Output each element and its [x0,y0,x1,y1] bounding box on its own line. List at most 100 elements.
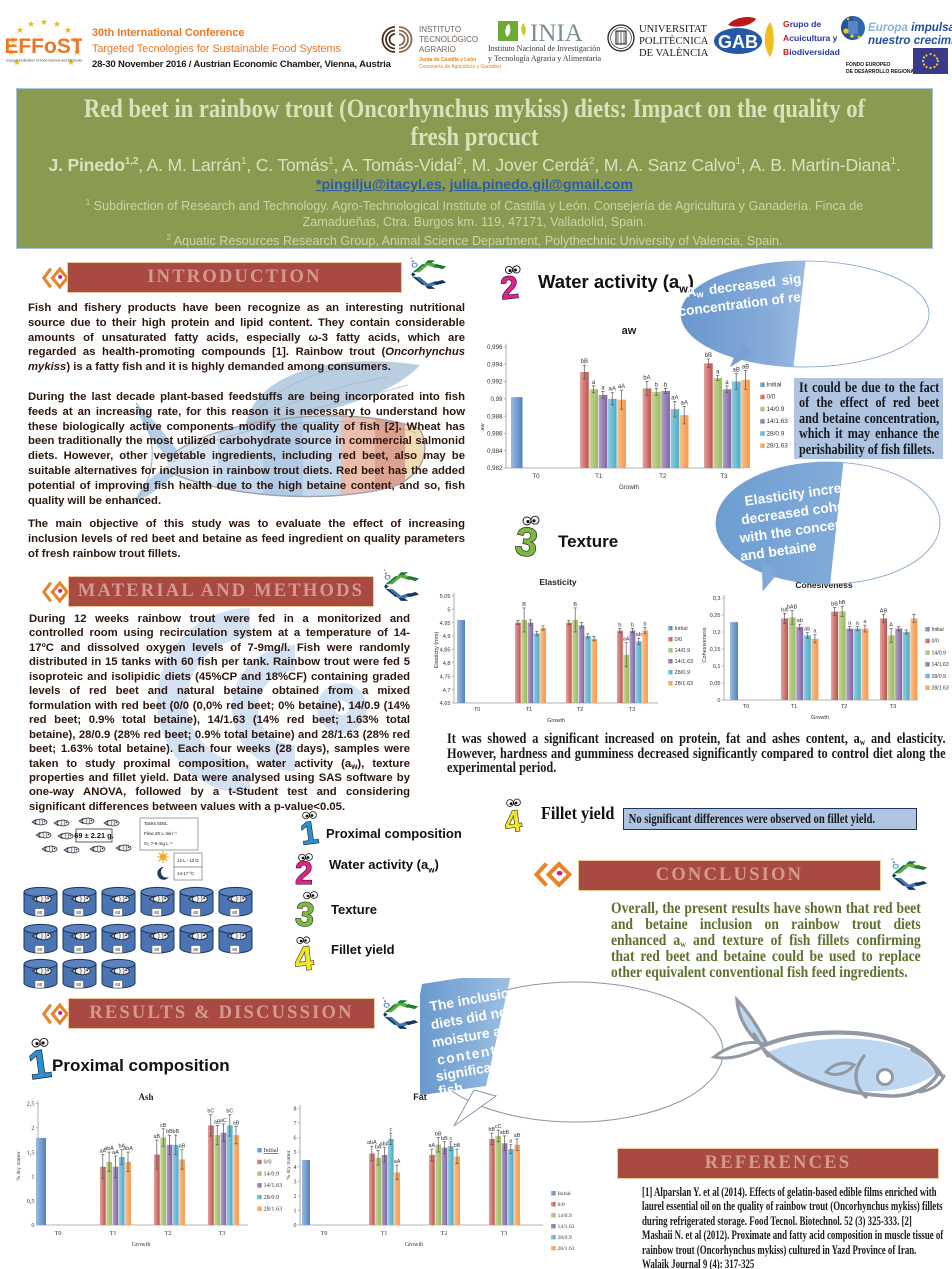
svg-text:bB: bB [454,1143,461,1149]
svg-text:bB: bB [441,1136,448,1142]
svg-text:0: 0 [31,1222,34,1229]
svg-text:aA: aA [609,387,616,393]
svg-text:aB: aB [733,368,740,374]
svg-text:T3: T3 [219,1230,226,1237]
svg-text:Acuicultura y: Acuicultura y [783,33,838,43]
svg-text:TECNOLÓGICO: TECNOLÓGICO [419,35,478,44]
svg-text:0/0: 0/0 [932,639,939,645]
svg-text:ab: ab [804,627,810,633]
svg-text:c: c [389,1127,392,1133]
svg-text:Junta de Castilla y León: Junta de Castilla y León [419,57,476,63]
svg-text:0,988: 0,988 [487,413,503,420]
svg-text:bB: bB [705,353,712,359]
svg-text:T1: T1 [595,473,603,480]
svg-text:T2: T2 [577,707,584,713]
svg-text:aB: aB [233,1120,240,1126]
svg-text:28/0.9: 28/0.9 [932,674,947,680]
svg-text:bB: bB [435,1131,442,1137]
svg-text:Ash: Ash [138,1092,153,1102]
svg-text:b: b [631,623,634,629]
svg-text:aA: aA [100,1149,107,1155]
svg-text:aB: aB [214,1119,221,1125]
svg-text:T3: T3 [629,707,636,713]
svg-text:14/1.63: 14/1.63 [558,1224,575,1230]
svg-text:Initial: Initial [675,626,688,632]
svg-text:b: b [655,382,659,388]
svg-text:Growth: Growth [132,1241,152,1248]
svg-text:0/0: 0/0 [675,637,683,643]
svg-text:0/0: 0/0 [767,394,776,401]
svg-text:4,65: 4,65 [440,701,451,707]
svg-text:Growth: Growth [811,715,829,721]
svg-text:1: 1 [26,1042,54,1086]
svg-text:Initial: Initial [264,1147,279,1154]
svg-text:14/0.9: 14/0.9 [264,1170,280,1177]
svg-text:aA: aA [681,401,688,407]
svg-text:European Federation of Food Sc: European Federation of Food Science and … [6,59,82,63]
svg-text:4: 4 [502,805,523,837]
svg-text:28/0.9: 28/0.9 [558,1235,572,1241]
svg-text:8: 8 [294,1106,297,1112]
svg-text:28/0.9: 28/0.9 [675,670,691,676]
svg-text:POLITÈCNICA: POLITÈCNICA [639,35,709,47]
svg-text:2,5: 2,5 [27,1101,35,1108]
svg-text:14/0.9: 14/0.9 [675,648,691,654]
svg-text:aB: aB [179,1144,186,1150]
svg-text:aA: aA [429,1143,436,1149]
svg-text:0,984: 0,984 [487,448,503,455]
svg-text:0: 0 [294,1223,297,1229]
svg-text:14/0.9: 14/0.9 [767,406,785,413]
svg-text:28/0.9: 28/0.9 [264,1194,280,1201]
svg-text:a: a [509,1139,512,1145]
svg-text:INIA: INIA [530,20,583,47]
svg-text:nuestro crecimiento: nuestro crecimiento [868,34,952,47]
svg-text:abA: abA [123,1146,133,1152]
svg-text:EFFoST: EFFoST [6,35,82,58]
svg-text:aw: aw [622,325,637,337]
svg-text:0,3: 0,3 [713,596,721,602]
svg-text:aA: aA [623,637,630,643]
svg-text:14-17 ºC: 14-17 ºC [177,871,194,876]
svg-text:ab: ab [797,618,803,624]
svg-text:UNIVERSITAT: UNIVERSITAT [639,24,708,35]
svg-text:Growth: Growth [619,484,640,491]
svg-text:0/0: 0/0 [264,1159,272,1166]
svg-text:a: a [856,621,860,627]
svg-text:5: 5 [447,607,450,613]
svg-text:1: 1 [294,1209,297,1215]
svg-text:4,85: 4,85 [440,648,451,654]
svg-text:Flow 20 L·min⁻¹: Flow 20 L·min⁻¹ [144,831,177,836]
svg-text:abA: abA [367,1140,377,1146]
svg-text:2: 2 [294,1194,297,1200]
svg-text:Instituto Nacional de Investig: Instituto Nacional de Investigación [488,44,600,53]
svg-text:a: a [601,385,605,391]
svg-text:aB: aB [154,1134,161,1140]
svg-text:bA: bA [119,1144,126,1150]
svg-text:abA: abA [380,1142,390,1148]
svg-text:2: 2 [31,1125,34,1132]
svg-text:Fat: Fat [413,1092,427,1102]
svg-text:T0: T0 [474,707,481,713]
svg-text:T1: T1 [526,707,533,713]
svg-text:0/0: 0/0 [558,1202,565,1208]
svg-text:bB: bB [173,1129,180,1135]
svg-text:b: b [643,621,646,627]
svg-text:0,982: 0,982 [487,465,503,472]
svg-text:T2: T2 [441,1231,448,1237]
svg-text:T1: T1 [791,704,798,710]
svg-text:12 L - 12 D: 12 L - 12 D [177,858,199,863]
svg-text:Grupo de: Grupo de [783,19,821,29]
svg-text:B: B [573,602,577,608]
svg-text:% dry matter: % dry matter [286,1150,292,1179]
svg-text:aA: aA [112,1150,119,1156]
svg-text:1,5: 1,5 [27,1149,35,1156]
svg-text:14/0.9: 14/0.9 [932,650,947,656]
svg-text:4,75: 4,75 [440,674,451,680]
svg-text:bA: bA [643,376,650,382]
svg-text:3: 3 [294,895,317,935]
svg-text:0,25: 0,25 [710,613,721,619]
svg-text:3: 3 [513,519,540,564]
svg-text:cC: cC [495,1124,502,1130]
svg-text:abA: abA [104,1146,114,1152]
svg-text:Elasticity: Elasticity [539,577,577,587]
